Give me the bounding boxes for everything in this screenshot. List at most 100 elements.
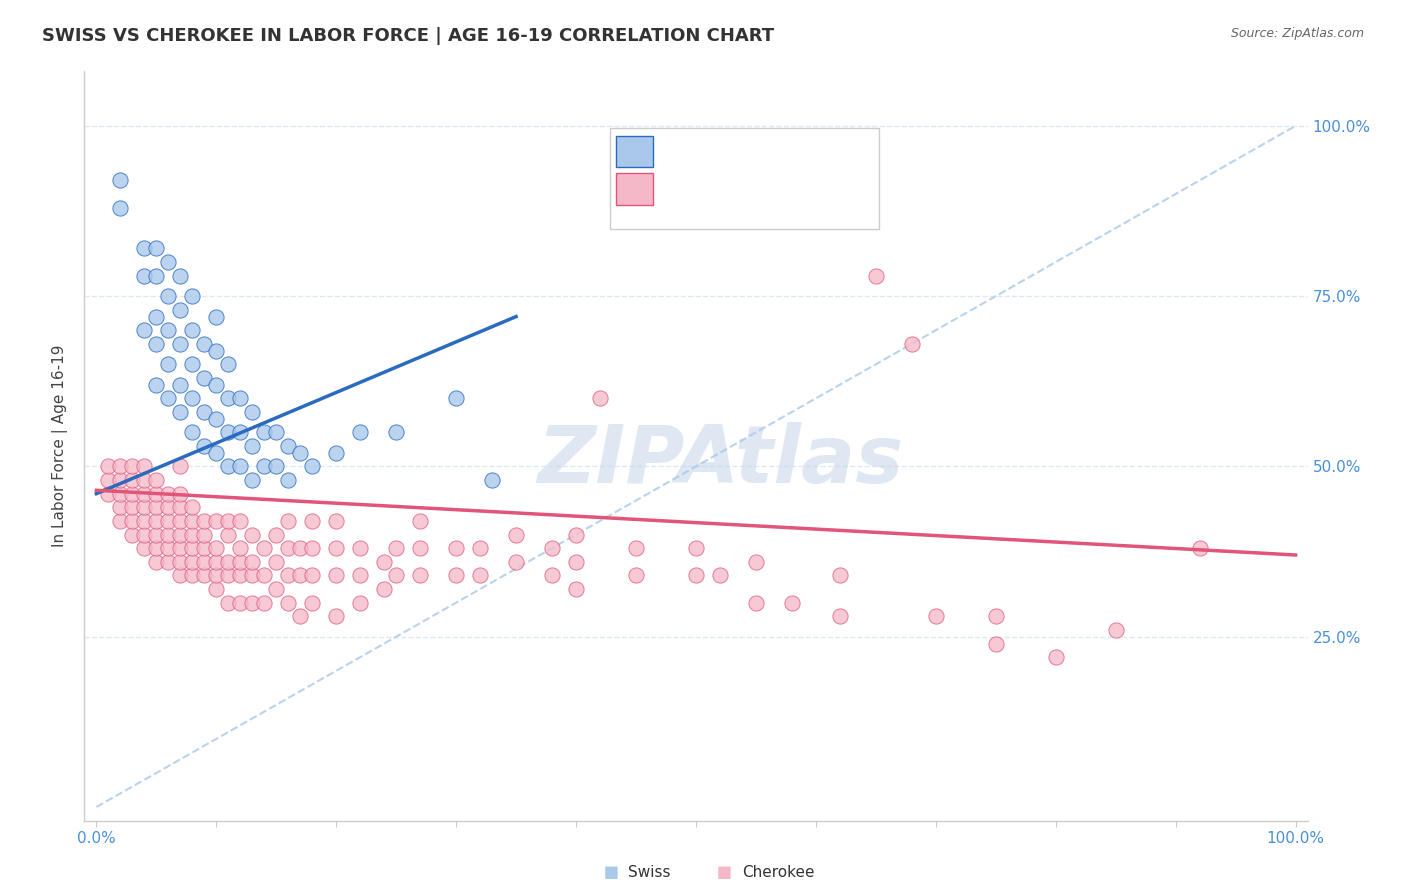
- Point: [253, 596, 276, 610]
- Point: [240, 527, 263, 541]
- Y-axis label: In Labor Force | Age 16-19: In Labor Force | Age 16-19: [52, 344, 69, 548]
- Point: [240, 596, 263, 610]
- Point: [229, 568, 252, 582]
- Point: [169, 377, 191, 392]
- Point: [468, 568, 491, 582]
- Point: [169, 568, 191, 582]
- Point: [145, 527, 167, 541]
- Point: [110, 173, 132, 187]
- Point: [229, 555, 252, 569]
- Point: [301, 459, 323, 474]
- Text: Source: ZipAtlas.com: Source: ZipAtlas.com: [1230, 27, 1364, 40]
- Point: [193, 568, 215, 582]
- Point: [145, 500, 167, 515]
- Point: [181, 514, 204, 528]
- Text: 110: 110: [797, 179, 832, 197]
- Point: [205, 555, 228, 569]
- Point: [229, 392, 252, 406]
- Point: [110, 459, 132, 474]
- Point: [229, 425, 252, 440]
- Point: [229, 514, 252, 528]
- Point: [541, 568, 564, 582]
- Point: [481, 473, 503, 487]
- Point: [134, 514, 156, 528]
- Point: [240, 568, 263, 582]
- Point: [745, 555, 768, 569]
- Point: [984, 636, 1007, 650]
- Text: N =: N =: [758, 142, 794, 160]
- Point: [301, 596, 323, 610]
- Point: [624, 541, 647, 556]
- Text: R =: R =: [664, 179, 699, 197]
- Point: [253, 541, 276, 556]
- Point: [169, 514, 191, 528]
- Point: [385, 568, 408, 582]
- Point: [349, 568, 371, 582]
- Point: [181, 568, 204, 582]
- Point: [97, 486, 120, 500]
- Point: [444, 541, 467, 556]
- Point: [181, 392, 204, 406]
- Point: [169, 486, 191, 500]
- Point: [134, 473, 156, 487]
- Point: [589, 392, 612, 406]
- Point: [624, 568, 647, 582]
- Point: [110, 473, 132, 487]
- Point: [240, 439, 263, 453]
- Point: [181, 289, 204, 303]
- Point: [301, 514, 323, 528]
- Point: [193, 514, 215, 528]
- Text: SWISS VS CHEROKEE IN LABOR FORCE | AGE 16-19 CORRELATION CHART: SWISS VS CHEROKEE IN LABOR FORCE | AGE 1…: [42, 27, 775, 45]
- Point: [110, 500, 132, 515]
- Point: [240, 555, 263, 569]
- Point: [205, 411, 228, 425]
- Text: -0.191: -0.191: [704, 179, 763, 197]
- Point: [157, 289, 180, 303]
- Point: [253, 459, 276, 474]
- Point: [181, 541, 204, 556]
- FancyBboxPatch shape: [616, 136, 654, 168]
- Point: [373, 555, 395, 569]
- Point: [121, 500, 143, 515]
- Point: [217, 357, 239, 371]
- Point: [205, 343, 228, 358]
- Point: [277, 596, 299, 610]
- Point: [444, 392, 467, 406]
- Point: [181, 323, 204, 337]
- Point: [169, 555, 191, 569]
- Text: R =: R =: [664, 142, 699, 160]
- Point: [157, 357, 180, 371]
- Point: [193, 336, 215, 351]
- Point: [145, 514, 167, 528]
- Point: [385, 541, 408, 556]
- Point: [565, 555, 588, 569]
- Point: [193, 527, 215, 541]
- Point: [157, 392, 180, 406]
- Point: [97, 459, 120, 474]
- Point: [145, 336, 167, 351]
- Point: [349, 425, 371, 440]
- Point: [290, 541, 312, 556]
- Point: [217, 568, 239, 582]
- Point: [145, 541, 167, 556]
- Point: [277, 514, 299, 528]
- Point: [290, 446, 312, 460]
- Point: [505, 527, 527, 541]
- Point: [145, 242, 167, 256]
- Point: [264, 425, 287, 440]
- Point: [373, 582, 395, 596]
- Point: [121, 514, 143, 528]
- Point: [169, 527, 191, 541]
- Point: [264, 582, 287, 596]
- Point: [145, 377, 167, 392]
- Text: Swiss: Swiss: [628, 865, 671, 880]
- Point: [565, 582, 588, 596]
- Point: [385, 425, 408, 440]
- Point: [277, 541, 299, 556]
- Point: [193, 371, 215, 385]
- Point: [290, 568, 312, 582]
- Point: [157, 486, 180, 500]
- Point: [181, 357, 204, 371]
- Point: [240, 473, 263, 487]
- Point: [541, 541, 564, 556]
